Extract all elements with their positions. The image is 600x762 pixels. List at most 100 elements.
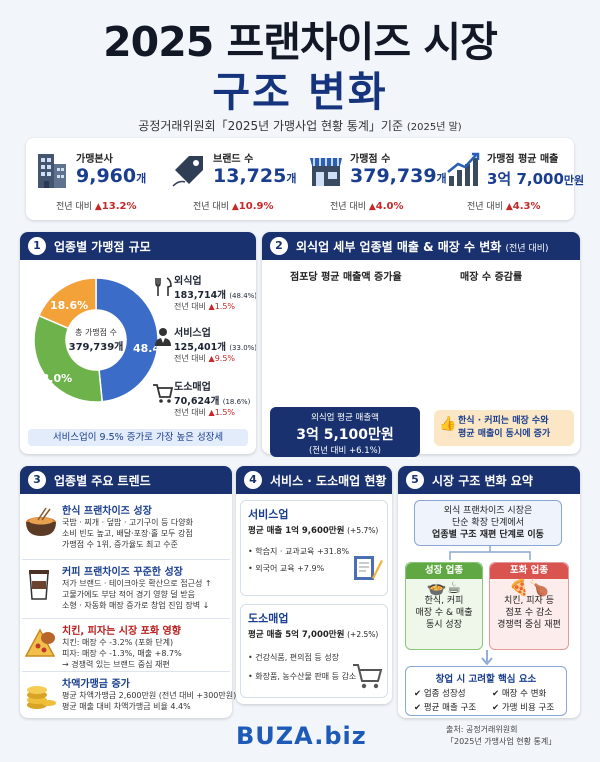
panel-title: 서비스 · 도소매업 현황 [270, 474, 387, 488]
kpi-change: 전년 대비 ▲10.9% [193, 199, 273, 212]
panel-title: 업종별 가맹점 규모 [54, 240, 151, 254]
building-icon [38, 154, 66, 188]
coffee-cup-icon [29, 570, 49, 600]
key-factors-box: 창업 시 고려할 핵심 요소 ✔ 업종 성장성 ✔ 매장 수 변화 ✔ 평균 매… [405, 666, 567, 716]
source-line1: 출처: 공정거래위원회 [446, 725, 518, 734]
legend-change-label: 전년 대비 [174, 302, 206, 311]
panel-title-note: (전년 대비) [505, 244, 549, 254]
trend-line: 국밥 · 찌개 · 덮밥 · 고기구이 등 다양화 [62, 518, 194, 527]
up-arrow-icon: ▲ [231, 202, 239, 212]
page-subtitle: 공정거래위원회「2025년 가맹사업 현황 통계」기준 (2025년 말) [0, 117, 600, 134]
soup-bowl-icon [26, 507, 56, 536]
kpi-label: 가맹점 평균 매출 [487, 154, 559, 165]
legend-value: 125,401개 (33.0%) [174, 339, 256, 353]
legend-change-value: 9.5% [214, 354, 236, 363]
summary-flow-box: 외식 프랜차이즈 시장은 단순 확장 단계에서 업종별 구조 재편 단계로 이동 [414, 500, 562, 546]
legend-value: 183,714개 (48.4%) [174, 287, 256, 301]
legend-share: (48.4%) [229, 292, 256, 300]
brand-logo[interactable]: BUZA.biz [236, 722, 367, 750]
saturated-line3: 경쟁력 중심 재편 [497, 620, 561, 630]
notebook-pencil-icon [354, 556, 383, 580]
cart-icon [153, 384, 174, 403]
kpi-change-value: 10.9% [238, 201, 274, 212]
panel-food-detail: 2 외식업 세부 업종별 매출 & 매장 수 변화 (전년 대비) 점포당 평균 … [262, 232, 580, 454]
retail-title: 도소매업 [248, 612, 289, 625]
kpi-unit: 만원 [563, 174, 585, 187]
service-sub2: • 외국어 교육 +7.9% [248, 564, 325, 573]
kpi-headquarters: 가맹본사 9,960개 전년 대비 ▲13.2% [26, 138, 163, 220]
kpi-unit: 개 [136, 172, 147, 185]
trend-margin-fee: 차액가맹금 증가 평균 차액가맹금 2,600만원 (전년 대비 +300만원)… [22, 675, 236, 715]
growth-title: 성장 업종 [406, 563, 482, 579]
service-sales: 평균 매출 1억 9,600만원 (+5.7%) [248, 524, 378, 536]
source-note: 출처: 공정거래위원회 「2025년 가맹사업 현황 통계」 [446, 724, 556, 748]
panel-industry-scale: 1 업종별 가맹점 규모 총 가맹점 수 379,739개 48.4% 33.0%… [20, 232, 256, 454]
service-sub1: • 학습지 · 교과교육 +31.8% [248, 547, 350, 556]
panel-number: 1 [28, 237, 46, 255]
kpi-number: 379,739 [350, 165, 437, 187]
subtitle-note: (2025년 말) [406, 122, 462, 133]
trend-line: 소비 빈도 높고, 배달·포장·홀 모두 강점 [62, 529, 193, 538]
right-chart-title: 매장 수 증감률 [460, 272, 523, 283]
legend-change: 전년 대비 ▲1.5% [174, 407, 256, 418]
service-box [240, 500, 388, 596]
growth-sector-box: 성장 업종 🍲☕ 한식, 커피 매장 수 & 매출 동시 성장 [405, 562, 483, 650]
fork-knife-icon [155, 277, 172, 296]
kpi-change-value: 4.3% [512, 201, 541, 212]
avg-value: 3억 5,100만원 [296, 427, 394, 443]
thumbs-up-icon: 👍 [439, 416, 457, 432]
kpi-change: 전년 대비 ▲4.3% [467, 199, 541, 212]
key-title: 창업 시 고려할 핵심 요소 [435, 674, 537, 685]
trend-title: 한식 프랜차이즈 성장 [62, 506, 152, 517]
kpi-number: 13,725 [213, 165, 287, 187]
legend-number: 125,401개 [174, 342, 227, 353]
trend-line: 저가 브랜드 · 테이크아웃 확산으로 접근성 ↑ [62, 579, 212, 588]
kpi-unit: 개 [286, 172, 297, 185]
legend-title: 도소매업 [174, 382, 211, 393]
food-avg-sales-box: 외식업 평균 매출액 3억 5,100만원 (전년 대비 +6.1%) [270, 407, 420, 457]
kpi-label: 브랜드 수 [213, 154, 254, 165]
key-item: ✔ 업종 성장성 [414, 689, 466, 699]
legend-value: 70,624개 (18.6%) [174, 393, 256, 407]
panel-header: 1 업종별 가맹점 규모 [20, 232, 256, 260]
kpi-unit: 개 [436, 172, 447, 185]
kpi-number: 3억 7,000 [487, 170, 564, 188]
trend-body: 저가 브랜드 · 테이크아웃 확산으로 접근성 ↑ 고물가에도 부담 적어 경기 … [62, 578, 212, 611]
segment-label-service: 33.0% [34, 372, 73, 385]
legend-change: 전년 대비 ▲9.5% [174, 353, 256, 364]
service-sales-value: 평균 매출 1억 9,600만원 [248, 526, 345, 536]
avg-label: 외식업 평균 매출액 [311, 413, 379, 423]
left-chart-title: 점포당 평균 매출액 증가율 [290, 272, 402, 283]
donut-center-label: 총 가맹점 수 [75, 328, 117, 337]
trend-body: 평균 차액가맹금 2,600만원 (전년 대비 +300만원) 평균 매출 대비 … [62, 690, 236, 712]
trend-line: 피자: 매장 수 -1.3%, 매출 +8.7% [62, 649, 182, 658]
panel-header: 2 외식업 세부 업종별 매출 & 매장 수 변화 (전년 대비) [262, 232, 580, 260]
panel-title: 시장 구조 변화 요약 [432, 474, 533, 488]
growth-chart-icon [447, 152, 480, 186]
panel-trends: 3 업종별 주요 트렌드 [20, 466, 232, 718]
up-arrow-icon: ▲ [368, 202, 376, 212]
panel-title: 업종별 주요 트렌드 [54, 474, 151, 488]
key-item: ✔ 평균 매출 구조 [414, 703, 477, 713]
kpi-label: 가맹점 수 [350, 154, 391, 165]
service-icon [155, 328, 171, 346]
flow-line2: 단순 확장 단계에서 [452, 518, 524, 528]
subtitle-text: 공정거래위원회「2025년 가맹사업 현황 통계」기준 [138, 119, 404, 133]
kpi-change: 전년 대비 ▲4.0% [330, 199, 404, 212]
legend-change-label: 전년 대비 [174, 408, 206, 417]
trend-line: 치킨: 매장 수 -3.2% (포화 단계) [62, 638, 174, 647]
donut-hole [66, 310, 126, 370]
trend-line: 평균 매출 대비 차액가맹금 비율 4.4% [62, 702, 191, 711]
trend-body: 치킨: 매장 수 -3.2% (포화 단계) 피자: 매장 수 -1.3%, 매출… [62, 637, 182, 670]
growth-icons: 🍲☕ [426, 578, 462, 597]
saturated-icons: 🍕🍗 [509, 578, 549, 597]
trend-line: 고물가에도 부담 적어 경기 영향 덜 받음 [62, 590, 196, 599]
flow-arrows [449, 546, 531, 560]
up-arrow-icon: ▲ [94, 202, 102, 212]
legend-food: 외식업 183,714개 (48.4%) 전년 대비 ▲1.5% [174, 272, 256, 312]
store-icon [310, 158, 342, 186]
legend-title: 서비스업 [174, 328, 211, 339]
saturated-title: 포화 업종 [490, 563, 568, 579]
panel-header: 4 서비스 · 도소매업 현황 [236, 466, 392, 494]
legend-share: (33.0%) [229, 344, 256, 352]
